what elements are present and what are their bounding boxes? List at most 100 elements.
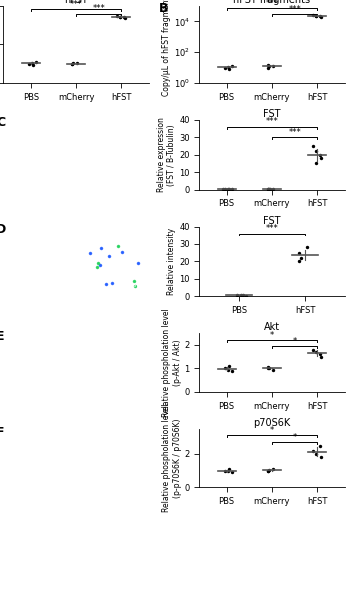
Point — [234, 290, 240, 300]
Point — [298, 253, 303, 263]
Point — [243, 291, 249, 301]
Text: E: E — [0, 330, 5, 343]
Point — [265, 467, 271, 476]
Point — [313, 158, 318, 168]
Point — [226, 361, 232, 371]
Point — [296, 248, 302, 257]
Point — [313, 11, 318, 20]
Point — [304, 242, 309, 252]
Point — [229, 184, 234, 194]
Point — [317, 150, 323, 160]
Point — [265, 466, 270, 475]
Point — [318, 452, 324, 462]
Text: ***: *** — [92, 4, 105, 13]
Text: ***: *** — [288, 5, 301, 14]
Text: ***: *** — [266, 224, 278, 233]
Point — [265, 60, 270, 70]
Point — [265, 184, 271, 193]
Point — [296, 257, 302, 266]
Point — [270, 184, 276, 194]
Point — [69, 59, 74, 68]
Point — [318, 12, 324, 22]
Point — [318, 154, 324, 163]
Point — [122, 13, 128, 22]
Point — [266, 184, 272, 194]
Point — [114, 11, 120, 21]
Text: *: * — [293, 337, 297, 346]
Y-axis label: Copy/µL of hFST fragments: Copy/µL of hFST fragments — [162, 0, 171, 96]
Title: Akt: Akt — [264, 322, 280, 332]
Title: hFST: hFST — [64, 0, 88, 5]
Text: B: B — [159, 2, 168, 15]
Text: p-AktSer473 (60 kDa): p-AktSer473 (60 kDa) — [6, 346, 60, 350]
Point — [266, 364, 272, 373]
Point — [121, 12, 127, 22]
Point — [270, 62, 276, 71]
Point — [30, 60, 36, 70]
Text: D: D — [0, 223, 7, 236]
Y-axis label: Relative phospholation level
(p-Akt / Akt): Relative phospholation level (p-Akt / Ak… — [162, 308, 182, 417]
Text: *: * — [270, 426, 274, 435]
Point — [117, 12, 122, 22]
Point — [310, 345, 316, 355]
Point — [226, 184, 232, 194]
Text: ***: *** — [266, 0, 278, 8]
Text: B-Tubulin (55 kDa): B-Tubulin (55 kDa) — [6, 173, 51, 178]
Point — [238, 290, 243, 300]
Point — [318, 352, 324, 361]
Point — [265, 184, 270, 194]
Point — [266, 465, 272, 475]
Point — [222, 466, 228, 475]
Title: FST: FST — [263, 216, 281, 226]
Text: ***: *** — [266, 118, 278, 127]
Point — [33, 58, 38, 67]
Y-axis label: Relative phospholation level
(p-p70S6K / p70S6K): Relative phospholation level (p-p70S6K /… — [162, 404, 182, 512]
Point — [267, 184, 273, 194]
Point — [222, 63, 228, 73]
Point — [29, 58, 34, 68]
Point — [266, 61, 272, 71]
Text: p70S6K (70 kDa): p70S6K (70 kDa) — [6, 473, 48, 478]
Point — [229, 366, 234, 376]
Point — [222, 364, 228, 373]
Point — [270, 464, 276, 474]
Point — [317, 441, 323, 451]
Point — [310, 141, 316, 151]
Point — [317, 349, 323, 359]
Title: p70S6K: p70S6K — [253, 418, 291, 428]
Point — [265, 362, 271, 372]
Point — [310, 10, 316, 20]
Point — [317, 11, 323, 21]
Y-axis label: Relative expression
(FST / B-Tubulin): Relative expression (FST / B-Tubulin) — [157, 118, 176, 192]
Point — [310, 446, 316, 455]
Point — [313, 449, 318, 458]
Text: 85 kDa
70 kDa: 85 kDa 70 kDa — [128, 438, 146, 449]
Y-axis label: Relative intensity: Relative intensity — [167, 228, 176, 295]
Point — [69, 59, 75, 69]
Text: *: * — [270, 331, 274, 340]
Text: FST
35 kDa: FST 35 kDa — [6, 132, 24, 143]
Text: F: F — [0, 426, 5, 439]
Point — [70, 59, 76, 68]
Point — [220, 184, 226, 194]
Text: p-p70S6KThr389 (70 kDa): p-p70S6KThr389 (70 kDa) — [6, 441, 70, 446]
Point — [270, 365, 276, 374]
Point — [226, 64, 232, 74]
Point — [265, 364, 270, 373]
Point — [225, 184, 230, 193]
Point — [265, 63, 271, 73]
Point — [313, 11, 318, 20]
Point — [229, 62, 234, 71]
Point — [313, 347, 318, 357]
Text: ***: *** — [70, 0, 82, 8]
Point — [74, 58, 80, 68]
Point — [117, 13, 122, 22]
Point — [26, 59, 32, 68]
Point — [313, 146, 318, 156]
Point — [225, 365, 230, 374]
Title: FST: FST — [263, 109, 281, 119]
Point — [222, 184, 228, 194]
Point — [226, 464, 232, 474]
Text: *: * — [293, 433, 297, 442]
Text: C: C — [0, 116, 5, 130]
